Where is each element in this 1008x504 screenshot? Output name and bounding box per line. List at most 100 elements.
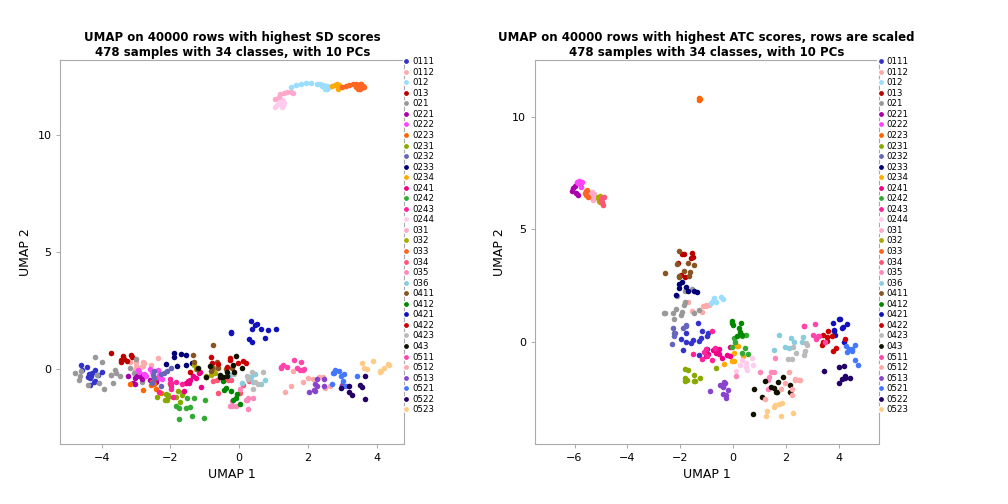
Point (774, 399, 790, 407)
Point (805, 331, 822, 339)
Point (333, 384, 349, 392)
Point (215, 373, 231, 381)
Point (697, 348, 713, 356)
Point (792, 376, 808, 384)
Point (770, 400, 786, 408)
Point (204, 362, 220, 370)
Point (371, 368, 387, 376)
Point (699, 345, 715, 353)
Point (152, 382, 168, 390)
Point (223, 375, 239, 384)
Point (350, 85, 366, 93)
Point (218, 384, 234, 392)
Point (699, 332, 715, 340)
Point (275, 97, 291, 105)
Point (193, 368, 209, 376)
Point (767, 401, 783, 409)
Point (220, 376, 236, 385)
Point (116, 355, 132, 363)
Point (234, 380, 250, 388)
Point (327, 369, 343, 377)
Point (128, 355, 144, 363)
Point (353, 80, 369, 88)
Point (657, 309, 673, 317)
Point (677, 374, 694, 382)
Point (87, 353, 103, 361)
Point (271, 93, 287, 101)
Point (724, 319, 740, 327)
Point (220, 368, 236, 376)
Point (209, 357, 225, 365)
Point (174, 391, 191, 399)
Point (669, 292, 685, 300)
Point (240, 394, 256, 402)
Point (223, 328, 239, 336)
Point (73, 361, 89, 369)
Point (707, 344, 723, 352)
Point (288, 364, 304, 372)
Point (358, 395, 374, 403)
Point (673, 250, 689, 258)
Point (143, 361, 159, 369)
Point (798, 339, 814, 347)
Point (235, 357, 251, 365)
Point (784, 409, 800, 417)
Point (828, 344, 844, 352)
Point (729, 342, 745, 350)
Point (295, 378, 311, 386)
Point (184, 412, 201, 420)
Point (677, 377, 694, 385)
Point (190, 364, 206, 372)
Point (172, 350, 188, 358)
Point (239, 396, 255, 404)
Point (278, 363, 294, 371)
Point (176, 387, 193, 395)
Point (752, 368, 768, 376)
Point (826, 319, 842, 327)
Point (763, 368, 779, 376)
Point (169, 361, 185, 369)
Point (738, 363, 754, 371)
Point (198, 373, 214, 381)
Point (809, 332, 826, 340)
Point (766, 384, 782, 392)
Point (341, 81, 357, 89)
Point (711, 350, 727, 358)
Point (675, 267, 691, 275)
Point (767, 354, 783, 362)
Point (728, 372, 744, 380)
Point (806, 320, 823, 328)
Point (677, 338, 694, 346)
Point (704, 356, 720, 364)
Point (798, 341, 814, 349)
Point (153, 375, 169, 383)
Point (282, 83, 298, 91)
Point (796, 347, 812, 355)
Point (827, 331, 843, 339)
Point (174, 388, 191, 396)
Point (245, 386, 261, 394)
Point (566, 181, 583, 190)
Point (338, 382, 354, 390)
Point (766, 368, 782, 376)
Point (204, 363, 220, 371)
Point (689, 288, 706, 296)
Point (293, 80, 309, 88)
Point (657, 269, 673, 277)
Point (250, 380, 266, 388)
Point (129, 371, 145, 380)
Point (295, 365, 311, 373)
Point (125, 379, 141, 387)
Point (761, 373, 777, 382)
Point (671, 284, 687, 292)
Point (735, 352, 751, 360)
Point (787, 349, 803, 357)
Point (671, 280, 687, 288)
Point (153, 389, 169, 397)
Point (746, 385, 762, 393)
Point (584, 194, 600, 202)
Point (84, 370, 100, 378)
Point (677, 287, 694, 295)
Point (681, 268, 698, 276)
Point (335, 83, 351, 91)
